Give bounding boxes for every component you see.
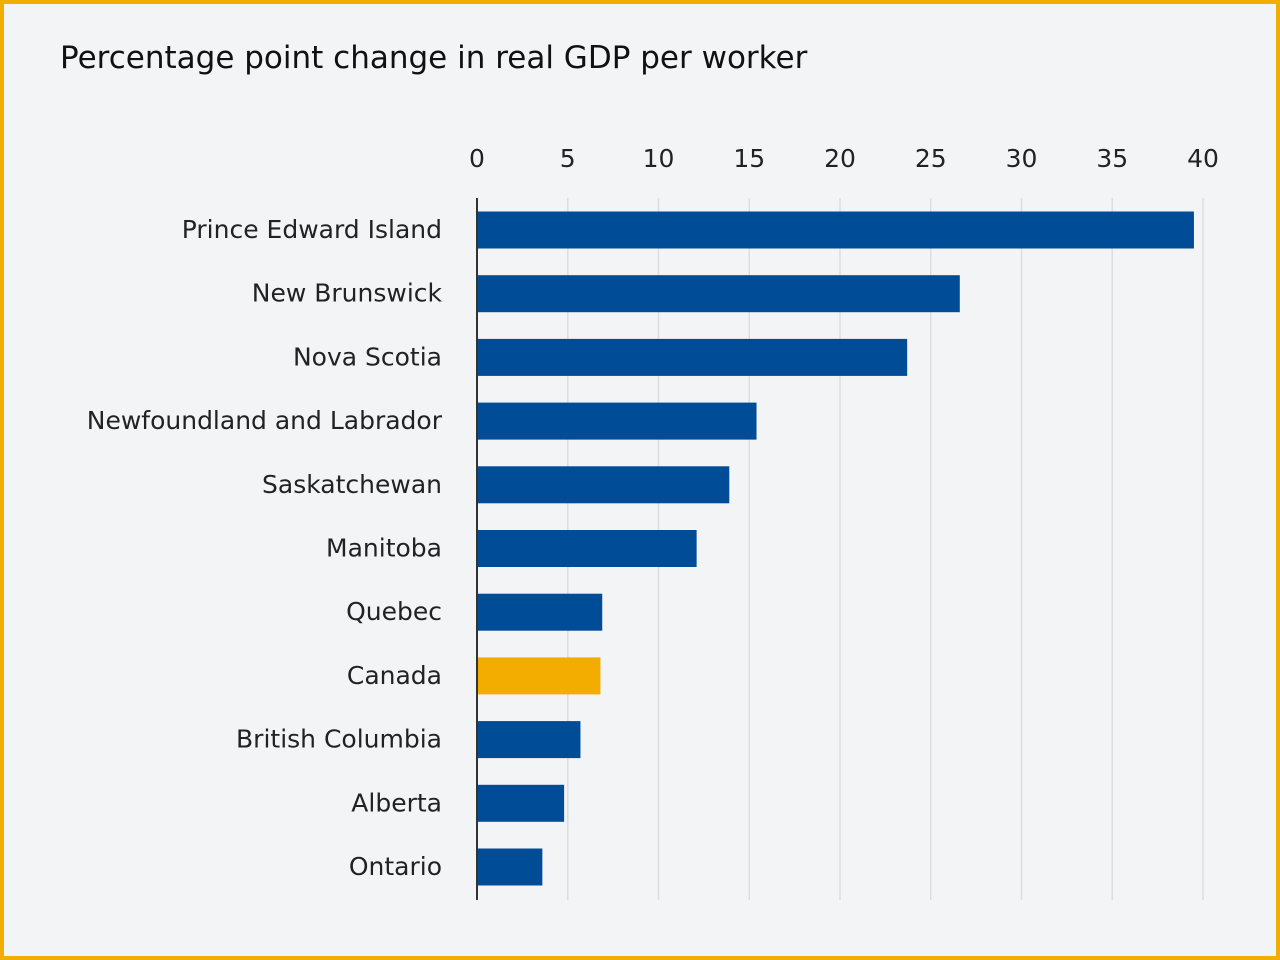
x-tick-label: 20	[824, 144, 856, 173]
bar	[477, 784, 565, 822]
chart-title: Percentage point change in real GDP per …	[60, 40, 808, 76]
category-label: Prince Edward Island	[182, 215, 442, 244]
bar	[477, 657, 601, 695]
category-label: Manitoba	[326, 534, 442, 563]
bar	[477, 466, 730, 504]
x-tick-label: 40	[1187, 144, 1219, 173]
x-tick-label: 10	[643, 144, 675, 173]
bar	[477, 338, 908, 376]
category-label: Ontario	[349, 852, 442, 881]
category-label: British Columbia	[236, 725, 442, 754]
bar	[477, 848, 543, 886]
x-tick-label: 30	[1006, 144, 1038, 173]
bar	[477, 402, 757, 440]
x-tick-label: 25	[915, 144, 947, 173]
x-tick-label: 35	[1096, 144, 1128, 173]
bar	[477, 211, 1194, 249]
category-label: Saskatchewan	[262, 470, 442, 499]
bar	[477, 530, 697, 567]
category-label: Alberta	[351, 788, 442, 817]
bar	[477, 593, 603, 631]
category-label: New Brunswick	[252, 279, 443, 308]
x-tick-label: 0	[469, 144, 485, 173]
bar	[477, 721, 581, 759]
x-tick-label: 5	[560, 144, 576, 173]
category-label: Canada	[347, 661, 442, 690]
category-label: Newfoundland and Labrador	[87, 406, 443, 435]
category-label: Nova Scotia	[293, 342, 442, 371]
x-tick-label: 15	[733, 144, 765, 173]
category-label: Quebec	[346, 597, 442, 626]
bar	[477, 275, 960, 313]
